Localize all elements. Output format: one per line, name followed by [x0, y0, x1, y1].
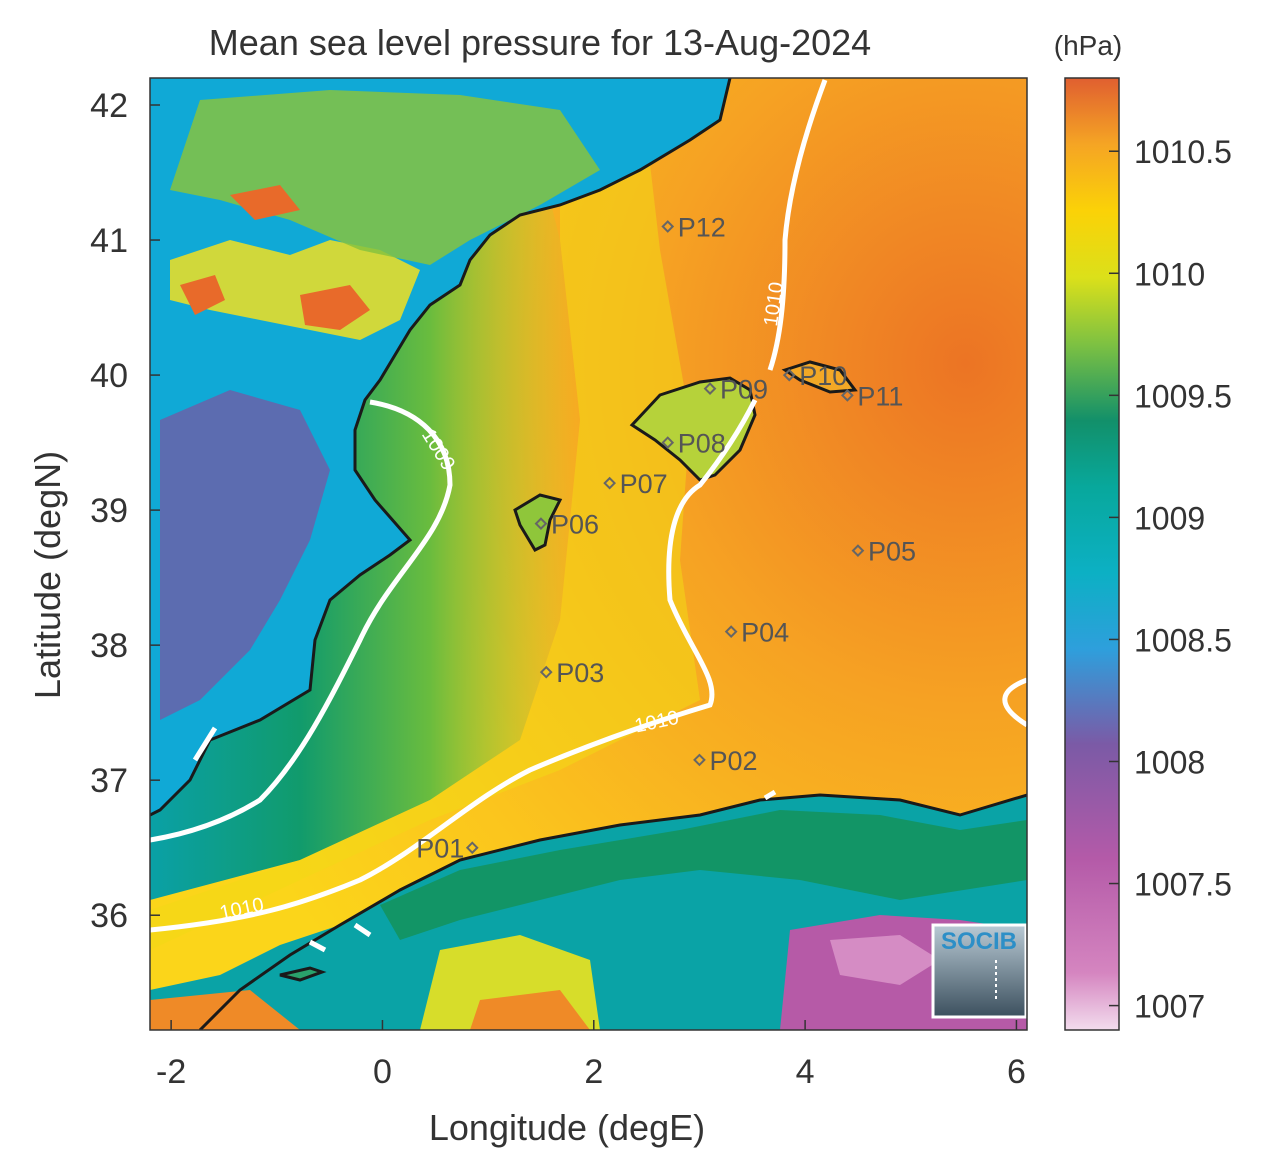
colorbar-tick-label: 1007 [1134, 989, 1205, 1025]
station-marker [724, 625, 738, 639]
x-tick-label: 2 [584, 1053, 603, 1091]
x-axis: -2 0 2 4 6 [156, 1020, 1026, 1091]
y-tick-label: 41 [90, 222, 128, 260]
isobar-1009 [150, 399, 453, 843]
station-label: P01 [416, 834, 464, 864]
station-label: P03 [556, 658, 604, 688]
isobar-1010-east [1002, 677, 1027, 728]
iberia-hot-patches [180, 185, 370, 330]
socib-logo: SOCIB [931, 923, 1028, 1019]
iberia-north-band [170, 90, 600, 265]
station-marker [603, 476, 616, 490]
x-tick-label: -2 [156, 1053, 186, 1091]
station-marker [465, 841, 479, 855]
station-label: P11 [857, 381, 903, 411]
colorbar [1064, 77, 1120, 1031]
colorbar-ticks: 1010.5 1010 1009.5 1009 1008.5 1008 1007.5 1007 [1109, 134, 1232, 1025]
iberia-inland-purple [160, 390, 330, 720]
y-axis: 42 41 40 39 38 37 36 [90, 87, 160, 935]
station-marker [703, 382, 717, 395]
colorbar-tick-label: 1008 [1134, 744, 1205, 780]
alboran-island [279, 966, 327, 982]
y-tick-label: 37 [90, 762, 128, 800]
colorbar-tick-label: 1008.5 [1134, 622, 1232, 658]
isobar-1010-fragment [192, 726, 777, 953]
station-marker [693, 753, 706, 767]
x-tick-label: 4 [796, 1053, 815, 1091]
africa-pink-patch [830, 935, 940, 985]
station-marker [661, 220, 675, 233]
colorbar-tick-label: 1010 [1134, 256, 1205, 292]
y-tick-label: 39 [90, 492, 128, 530]
station-label: P02 [709, 746, 757, 776]
station-marker [534, 517, 548, 530]
isobar-1010-west [150, 79, 828, 933]
station-label: P08 [678, 429, 726, 459]
station-points: P01 P02 P03 P04 P05 P06 P07 P08 P09 P10 P11 P12 [416, 213, 916, 864]
colorbar-tick-label: 1009 [1134, 500, 1205, 536]
station-label: P04 [741, 618, 789, 648]
africa-green-band [380, 810, 1027, 940]
x-tick-label: 6 [1007, 1053, 1026, 1091]
station-label: P06 [551, 510, 599, 540]
station-label: P10 [799, 361, 847, 391]
station-label: P07 [620, 469, 668, 499]
y-axis-label: Latitude (degN) [27, 451, 68, 699]
y-tick-label: 38 [90, 627, 128, 665]
station-marker [851, 544, 865, 557]
station-marker [539, 665, 553, 679]
station-marker [782, 368, 796, 382]
station-label: P09 [720, 375, 768, 405]
yellow-transition-band [150, 78, 700, 950]
colorbar-tick-label: 1009.5 [1134, 378, 1232, 414]
x-tick-label: 0 [373, 1053, 392, 1091]
colorbar-tick-label: 1010.5 [1134, 134, 1232, 170]
socib-logo-text: SOCIB [941, 928, 1017, 955]
station-label: P12 [678, 213, 726, 243]
y-tick-label: 36 [90, 897, 128, 935]
y-tick-label: 42 [90, 87, 128, 125]
colorbar-units: (hPa) [1054, 30, 1122, 61]
y-tick-label: 40 [90, 357, 128, 395]
station-marker [661, 436, 675, 449]
x-axis-label: Longitude (degE) [429, 1107, 705, 1148]
iberia-coastline [150, 78, 732, 817]
colorbar-tick-label: 1007.5 [1134, 867, 1232, 903]
map-frame [149, 77, 1028, 1031]
africa-coastline [198, 793, 1027, 1030]
menorca-island [781, 360, 858, 394]
station-label: P05 [868, 537, 916, 567]
map-title: Mean sea level pressure for 13-Aug-2024 [209, 22, 871, 63]
station-marker [841, 388, 854, 402]
africa-orange-patch [150, 990, 590, 1030]
